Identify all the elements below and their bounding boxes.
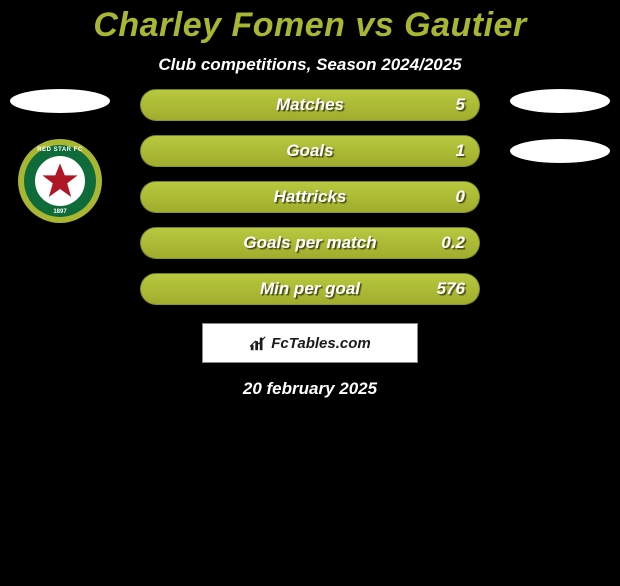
club-logo-text-bottom: 1897: [24, 209, 96, 215]
stat-label: Goals per match: [141, 233, 479, 253]
club-logo-text-top: RED STAR FC: [24, 147, 96, 153]
brand-badge[interactable]: FcTables.com: [202, 323, 418, 363]
player-silhouette-left: [10, 89, 110, 113]
stat-bar-goals-per-match: Goals per match 0.2: [140, 227, 480, 259]
subtitle: Club competitions, Season 2024/2025: [0, 55, 620, 75]
stat-label: Goals: [141, 141, 479, 161]
bar-chart-icon: [249, 334, 267, 352]
star-icon: [40, 161, 80, 201]
stat-value-right: 0.2: [441, 233, 465, 253]
stat-label: Min per goal: [141, 279, 479, 299]
stat-value-right: 576: [437, 279, 465, 299]
player-silhouette-right: [510, 89, 610, 113]
stat-bar-matches: Matches 5: [140, 89, 480, 121]
stat-bars: Matches 5 Goals 1 Hattricks 0 Goals per …: [140, 89, 480, 305]
comparison-content: RED STAR FC 1897 Matches 5 Goals 1 Hattr…: [0, 89, 620, 399]
club-logo-left: RED STAR FC 1897: [18, 139, 102, 223]
brand-text: FcTables.com: [271, 335, 370, 352]
stat-bar-hattricks: Hattricks 0: [140, 181, 480, 213]
stat-value-right: 0: [456, 187, 465, 207]
stat-label: Matches: [141, 95, 479, 115]
stat-bar-min-per-goal: Min per goal 576: [140, 273, 480, 305]
club-silhouette-right: [510, 139, 610, 163]
stat-bar-goals: Goals 1: [140, 135, 480, 167]
stat-value-right: 5: [456, 95, 465, 115]
page-title: Charley Fomen vs Gautier: [0, 6, 620, 45]
footer-date: 20 february 2025: [0, 379, 620, 399]
stat-value-right: 1: [456, 141, 465, 161]
stat-label: Hattricks: [141, 187, 479, 207]
